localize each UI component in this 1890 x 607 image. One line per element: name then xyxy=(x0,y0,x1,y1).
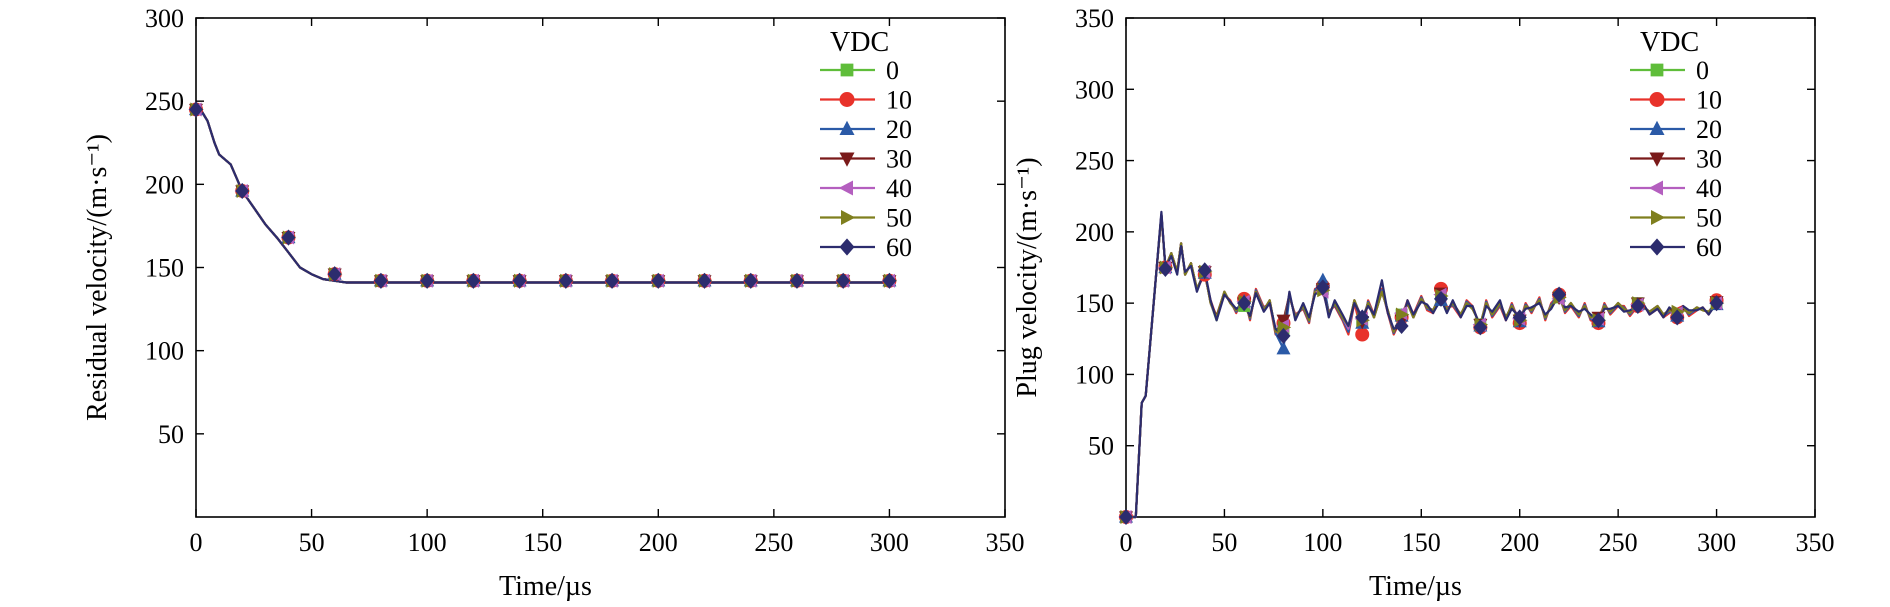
figure: 0 50 100 150 200 250 300 35050100150200250300Ti… xyxy=(0,0,1890,607)
series-line-0 xyxy=(196,110,889,283)
chart-panel-2: 0 50 100 150 200 250 300 3505010015020025030035… xyxy=(1012,4,1835,602)
legend-marker-20 xyxy=(1650,121,1665,135)
legend-marker-40 xyxy=(1649,181,1663,196)
legend-label-20: 20 xyxy=(886,115,912,144)
x-tick-label: 300 xyxy=(1697,528,1736,557)
x-tick-label: 100 xyxy=(1303,528,1342,557)
legend-label-60: 60 xyxy=(886,233,912,262)
x-tick-label: 50 xyxy=(1211,528,1237,557)
legend-title: VDC xyxy=(830,27,889,58)
legend-marker-0 xyxy=(841,64,854,77)
series-line-20 xyxy=(196,110,889,283)
legend-marker-10 xyxy=(1650,92,1665,107)
x-tick-label: 150 xyxy=(523,528,562,557)
legend-marker-0 xyxy=(1651,64,1664,77)
y-tick-label: 200 xyxy=(1075,218,1114,247)
x-tick-label: 350 xyxy=(1796,528,1835,557)
y-tick-label: 150 xyxy=(145,254,184,283)
y-tick-label: 350 xyxy=(1075,4,1114,33)
series-line-10 xyxy=(1126,215,1717,517)
series-line-10 xyxy=(196,110,889,283)
y-axis-title: Plug velocity/(m·s⁻¹) xyxy=(1012,157,1043,397)
legend-marker-30 xyxy=(1650,153,1665,167)
series-line-60 xyxy=(1126,212,1717,517)
legend-label-0: 0 xyxy=(886,56,899,85)
x-axis-title: Time/µs xyxy=(499,571,592,602)
y-tick-label: 50 xyxy=(158,420,184,449)
y-tick-label: 300 xyxy=(145,4,184,33)
legend-marker-60 xyxy=(840,238,855,255)
x-tick-label: 0 xyxy=(190,528,203,557)
chart-panel-1: 0 50 100 150 200 250 300 35050100150200250300Ti… xyxy=(82,4,1025,602)
legend: VDC0102030405060 xyxy=(1630,27,1722,262)
legend-label-60: 60 xyxy=(1696,233,1722,262)
x-tick-label: 100 xyxy=(408,528,447,557)
legend-label-40: 40 xyxy=(886,174,912,203)
series-line-60 xyxy=(196,110,889,283)
x-tick-label: 300 xyxy=(870,528,909,557)
y-tick-label: 300 xyxy=(1075,75,1114,104)
y-tick-label: 100 xyxy=(1075,360,1114,389)
legend-marker-10 xyxy=(840,92,855,107)
series-line-40 xyxy=(196,110,889,283)
legend-marker-50 xyxy=(1651,210,1665,225)
series-line-30 xyxy=(196,110,889,283)
x-tick-label: 150 xyxy=(1402,528,1441,557)
legend-label-30: 30 xyxy=(1696,145,1722,174)
x-tick-label: 50 xyxy=(299,528,325,557)
legend-label-50: 50 xyxy=(886,204,912,233)
plot-frame xyxy=(196,18,1005,517)
legend-label-10: 10 xyxy=(886,86,912,115)
y-tick-label: 250 xyxy=(145,87,184,116)
series-line-30 xyxy=(1126,215,1717,517)
data-point-10 xyxy=(1355,328,1369,342)
series-line-50 xyxy=(1126,215,1717,517)
x-tick-label: 250 xyxy=(1599,528,1638,557)
x-tick-label: 200 xyxy=(1500,528,1539,557)
y-tick-label: 50 xyxy=(1088,432,1114,461)
series-line-0 xyxy=(1126,215,1717,517)
legend-marker-30 xyxy=(840,153,855,167)
x-tick-label: 350 xyxy=(986,528,1025,557)
series-line-20 xyxy=(1126,215,1717,517)
series-line-50 xyxy=(196,110,889,283)
legend-label-30: 30 xyxy=(886,145,912,174)
x-tick-label: 200 xyxy=(639,528,678,557)
legend-marker-50 xyxy=(841,210,855,225)
legend-label-40: 40 xyxy=(1696,174,1722,203)
legend-label-50: 50 xyxy=(1696,204,1722,233)
legend-marker-60 xyxy=(1650,238,1665,255)
y-tick-label: 250 xyxy=(1075,147,1114,176)
x-tick-label: 0 xyxy=(1120,528,1133,557)
y-tick-label: 150 xyxy=(1075,289,1114,318)
legend-label-0: 0 xyxy=(1696,56,1709,85)
series-line-40 xyxy=(1126,215,1717,517)
legend-label-20: 20 xyxy=(1696,115,1722,144)
legend-title: VDC xyxy=(1640,27,1699,58)
y-tick-label: 100 xyxy=(145,337,184,366)
x-tick-label: 250 xyxy=(754,528,793,557)
legend-marker-20 xyxy=(840,121,855,135)
x-axis-title: Time/µs xyxy=(1369,571,1462,602)
legend-label-10: 10 xyxy=(1696,86,1722,115)
legend-marker-40 xyxy=(839,181,853,196)
y-tick-label: 200 xyxy=(145,170,184,199)
y-axis-title: Residual velocity/(m·s⁻¹) xyxy=(82,134,113,421)
